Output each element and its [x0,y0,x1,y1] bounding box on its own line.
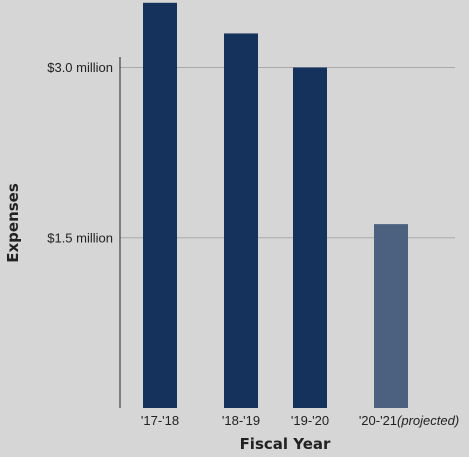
bar-2 [293,67,327,408]
x-tick-label-2: '19-'20 [291,413,329,428]
y-tick-label-1: $3.0 million [47,60,113,75]
bar-0 [143,2,177,409]
bars [143,2,408,409]
x-tick-label-1: '18-'19 [222,413,260,428]
bar-1 [224,33,258,408]
x-tick-labels: '17-'18 '18-'19 '19-'20 '20-'21(projected) [141,413,459,428]
y-tick-label-0: $1.5 million [47,230,113,245]
x-axis-title: Fiscal Year [240,435,331,453]
bar-3 [374,224,408,408]
x-tick-label-0: '17-'18 [141,413,179,428]
x-tick-label-3: '20-'21(projected) [359,413,459,428]
y-tick-labels: $1.5 million $3.0 million [47,60,113,245]
y-axis-title: Expenses [4,183,22,263]
